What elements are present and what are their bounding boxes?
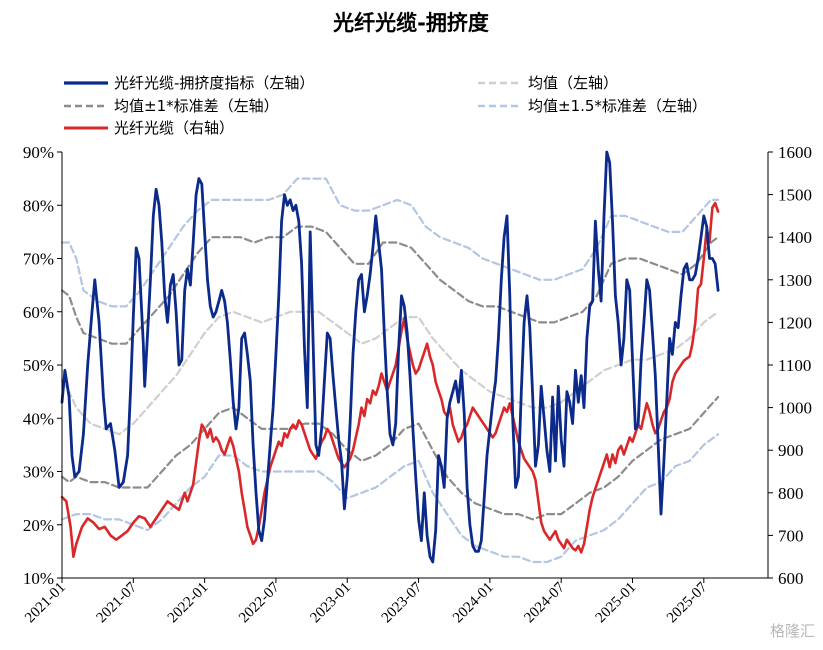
- left-tick-label: 10%: [23, 569, 54, 588]
- legend-label-price: 光纤光缆（右轴）: [114, 119, 234, 137]
- left-tick-label: 90%: [23, 143, 54, 162]
- left-tick-label: 30%: [23, 463, 54, 482]
- mean-line: [60, 310, 720, 436]
- right-tick-label: 1500: [778, 186, 812, 205]
- legend: 光纤光缆-拥挤度指标（左轴） 均值（左轴） 均值±1*标准差（左轴） 均值±1.5*标…: [64, 74, 707, 137]
- chart-title: 光纤光缆-拥挤度: [332, 11, 489, 35]
- x-tick-label: 2025-01: [593, 580, 640, 627]
- x-tick-label: 2024-07: [521, 579, 568, 626]
- legend-label-sd15: 均值±1.5*标准差（左轴）: [528, 97, 707, 115]
- left-tick-label: 60%: [23, 303, 54, 322]
- price-line: [60, 201, 720, 558]
- right-tick-label: 1200: [778, 313, 812, 332]
- left-tick-label: 80%: [23, 196, 54, 215]
- sd1-lower-line: [60, 395, 720, 521]
- right-tick-label: 1600: [778, 143, 812, 162]
- x-tick-label: 2023-07: [379, 579, 426, 626]
- x-tick-label: 2022-01: [165, 580, 212, 627]
- right-tick-label: 1300: [778, 271, 812, 290]
- x-tick-label: 2025-07: [664, 579, 711, 626]
- sd1-upper-line: [60, 225, 720, 345]
- left-tick-label: 20%: [23, 516, 54, 535]
- right-tick-label: 700: [778, 526, 804, 545]
- plot-area: [60, 150, 720, 564]
- sd15-lower-line: [60, 433, 720, 564]
- legend-label-crowd: 光纤光缆-拥挤度指标（左轴）: [114, 74, 314, 92]
- legend-label-sd1: 均值±1*标准差（左轴）: [114, 97, 279, 115]
- right-tick-label: 1400: [778, 228, 812, 247]
- x-tick-label: 2021-07: [93, 579, 140, 626]
- x-tick-label: 2022-07: [236, 579, 283, 626]
- right-tick-label: 800: [778, 484, 804, 503]
- left-tick-label: 50%: [23, 356, 54, 375]
- x-tick-label: 2024-01: [450, 580, 497, 627]
- right-tick-label: 1000: [778, 399, 812, 418]
- left-tick-label: 40%: [23, 409, 54, 428]
- legend-label-mean: 均值（左轴）: [528, 74, 618, 92]
- right-tick-label: 1100: [778, 356, 811, 375]
- left-tick-label: 70%: [23, 250, 54, 269]
- watermark-text: 格隆汇: [770, 622, 815, 640]
- left-axis-ticks: 10% 20% 30% 40% 50% 60% 70% 80% 90%: [23, 143, 62, 588]
- right-tick-label: 900: [778, 441, 804, 460]
- right-axis-ticks: 600 700 800 900 1000 1100 1200 1300 1400 1500 1600: [768, 143, 812, 588]
- x-axis-ticks: 2021-01 2021-07 2022-01 2022-07 2023-01 2023-…: [22, 578, 711, 626]
- x-tick-label: 2023-01: [307, 580, 354, 627]
- right-tick-label: 600: [778, 569, 804, 588]
- crowd-index-line: [60, 150, 720, 564]
